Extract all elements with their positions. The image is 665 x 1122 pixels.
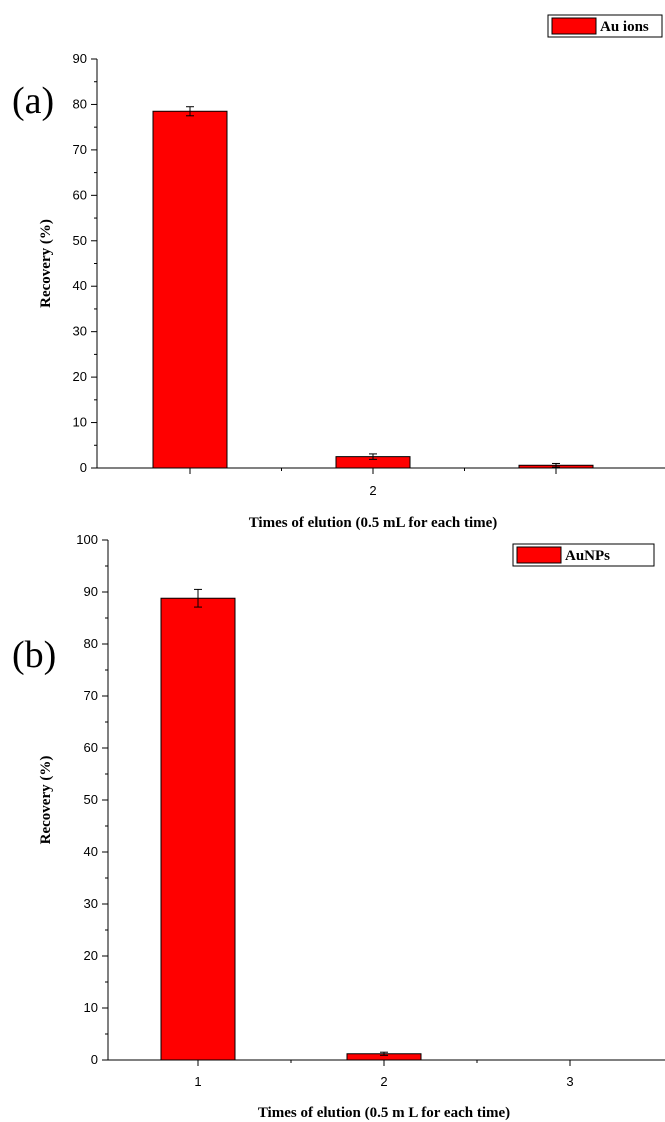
y-tick-label: 20 bbox=[73, 369, 87, 384]
y-tick-label: 80 bbox=[84, 636, 98, 651]
legend-swatch bbox=[516, 546, 562, 564]
x-tick-label: 3 bbox=[566, 1074, 573, 1089]
x-tick-label: 1 bbox=[194, 1074, 201, 1089]
legend-label: AuNPs bbox=[565, 548, 610, 564]
y-tick-label: 10 bbox=[84, 1000, 98, 1015]
y-tick-label: 90 bbox=[84, 584, 98, 599]
bar bbox=[160, 597, 236, 1061]
y-axis-title: Recovery (%) bbox=[38, 756, 54, 845]
y-tick-label: 100 bbox=[76, 532, 98, 547]
y-tick-label: 10 bbox=[73, 415, 87, 430]
panel-label: (a) bbox=[12, 80, 54, 122]
y-tick-label: 0 bbox=[91, 1052, 98, 1067]
y-tick-label: 70 bbox=[73, 142, 87, 157]
y-tick-label: 80 bbox=[73, 96, 87, 111]
y-axis-title: Recovery (%) bbox=[38, 219, 54, 308]
legend: AuNPs bbox=[512, 543, 655, 567]
y-tick-label: 60 bbox=[84, 740, 98, 755]
bar bbox=[152, 110, 228, 469]
x-axis-title: Times of elution (0.5 m L for each time) bbox=[258, 1105, 510, 1121]
x-axis-title: Times of elution (0.5 mL for each time) bbox=[249, 515, 498, 531]
legend: Au ions bbox=[547, 14, 663, 38]
y-tick-label: 60 bbox=[73, 187, 87, 202]
chart-panel-a: (a) 0 10 20 30 40 50 60 70 80 90 2 Recovery (%) Times… bbox=[12, 14, 665, 531]
y-tick-label: 30 bbox=[84, 896, 98, 911]
y-tick-label: 50 bbox=[73, 233, 87, 248]
chart-panel-b: (b) 0 10 20 30 40 50 60 70 80 90 100 1 2 3 Recovery (%)… bbox=[12, 532, 665, 1121]
y-tick-label: 70 bbox=[84, 688, 98, 703]
x-tick-label: 2 bbox=[369, 483, 376, 498]
y-tick-label: 30 bbox=[73, 324, 87, 339]
y-tick-label: 40 bbox=[84, 844, 98, 859]
panel-label: (b) bbox=[12, 634, 56, 676]
x-tick-label: 2 bbox=[380, 1074, 387, 1089]
legend-swatch bbox=[551, 17, 597, 35]
legend-label: Au ions bbox=[600, 19, 649, 35]
y-tick-label: 50 bbox=[84, 792, 98, 807]
y-tick-label: 90 bbox=[73, 51, 87, 66]
y-tick-label: 0 bbox=[80, 460, 87, 475]
y-tick-label: 20 bbox=[84, 948, 98, 963]
y-tick-label: 40 bbox=[73, 278, 87, 293]
